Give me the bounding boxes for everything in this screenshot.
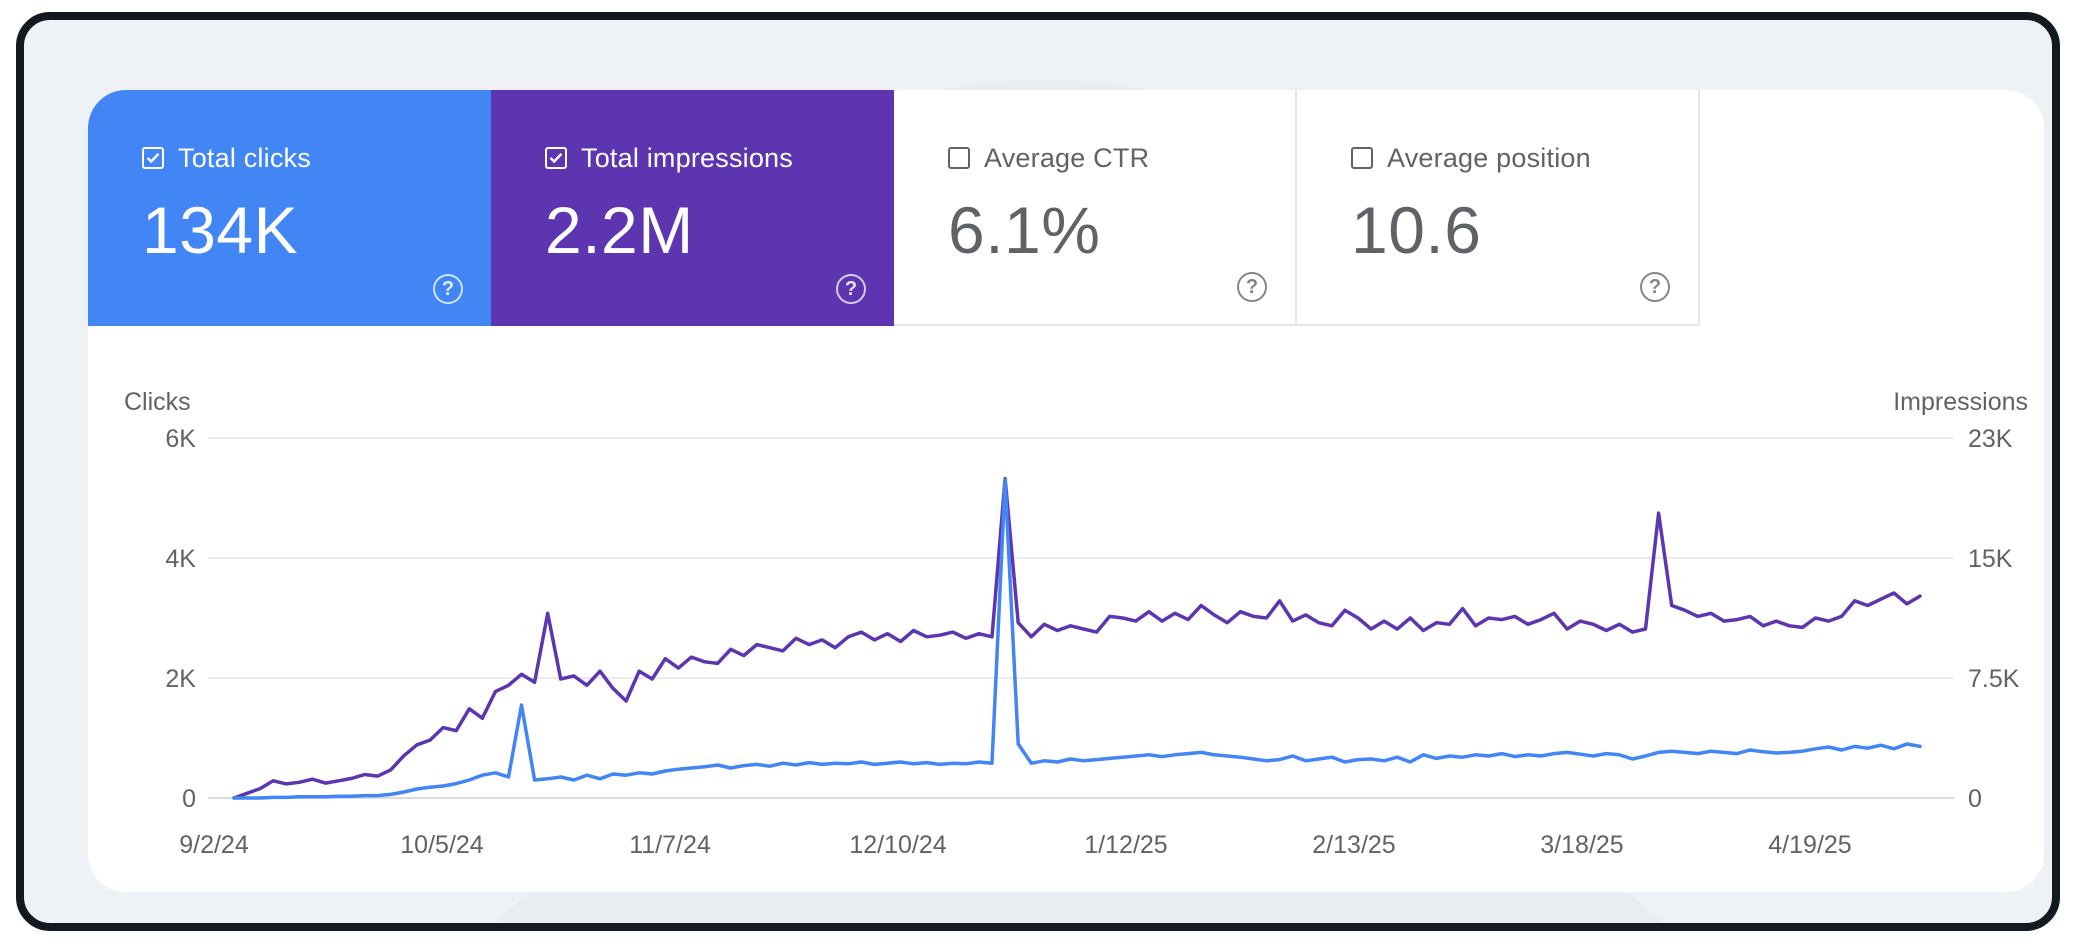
series-line-clicks (232, 478, 1922, 800)
y-tick-label-right: 23K (1968, 425, 2013, 453)
metric-label: Total clicks (178, 142, 311, 173)
metric-value: 10.6 (1351, 193, 1482, 267)
metric-label: Total impressions (581, 142, 793, 173)
y-tick-label-left: 6K (165, 425, 196, 453)
x-tick-label: 1/12/25 (1084, 831, 1167, 859)
metric-tile-average-ctr[interactable]: Average CTR 6.1% ? (894, 90, 1297, 326)
metric-tiles: Total clicks 134K ? Total impressions 2.… (88, 90, 1700, 326)
help-circle-icon[interactable]: ? (1237, 272, 1267, 302)
x-tick-label: 9/2/24 (179, 831, 249, 859)
help-circle-icon[interactable]: ? (433, 274, 463, 304)
y-tick-label-right: 7.5K (1968, 665, 2020, 693)
metric-label: Average position (1387, 142, 1591, 173)
performance-card: Total clicks 134K ? Total impressions 2.… (88, 90, 2044, 892)
help-circle-icon[interactable]: ? (1640, 272, 1670, 302)
metric-tile-total-impressions[interactable]: Total impressions 2.2M ? (491, 90, 894, 326)
checkbox-empty-icon[interactable] (948, 147, 970, 169)
help-circle-icon[interactable]: ? (836, 274, 866, 304)
checkbox-empty-icon[interactable] (1351, 147, 1373, 169)
y-tick-label-right: 0 (1968, 785, 1982, 813)
metric-tile-average-position[interactable]: Average position 10.6 ? (1297, 90, 1700, 326)
y-tick-label-left: 0 (182, 785, 196, 813)
metric-tile-total-clicks[interactable]: Total clicks 134K ? (88, 90, 491, 326)
y-axis-title-left: Clicks (124, 388, 191, 416)
metric-header: Total clicks (142, 140, 491, 176)
y-axis-title-right: Impressions (1893, 388, 2028, 416)
metric-header: Total impressions (545, 140, 894, 176)
x-tick-label: 11/7/24 (629, 831, 711, 859)
y-tick-label-left: 2K (165, 665, 196, 693)
y-tick-label-left: 4K (165, 545, 196, 573)
performance-chart: 6K 23K 4K 15K 2K 7.5K 0 0 Clicks Impressions 9/2/2… (124, 388, 2028, 859)
screenshot-frame: Total clicks 134K ? Total impressions 2.… (16, 12, 2060, 931)
checkbox-checked-icon[interactable] (142, 147, 164, 169)
x-tick-label: 12/10/24 (849, 831, 946, 859)
series-line-impressions (232, 476, 1922, 800)
metric-label: Average CTR (984, 142, 1150, 173)
y-tick-label-right: 15K (1968, 545, 2013, 573)
metric-value: 2.2M (545, 193, 694, 267)
checkbox-checked-icon[interactable] (545, 147, 567, 169)
x-tick-label: 3/18/25 (1540, 831, 1623, 859)
metric-value: 134K (142, 193, 299, 267)
x-tick-label: 4/19/25 (1768, 831, 1851, 859)
metric-header: Average position (1351, 140, 1698, 176)
x-tick-label: 2/13/25 (1312, 831, 1395, 859)
metric-value: 6.1% (948, 193, 1101, 267)
x-tick-label: 10/5/24 (400, 831, 484, 859)
metric-header: Average CTR (948, 140, 1295, 176)
